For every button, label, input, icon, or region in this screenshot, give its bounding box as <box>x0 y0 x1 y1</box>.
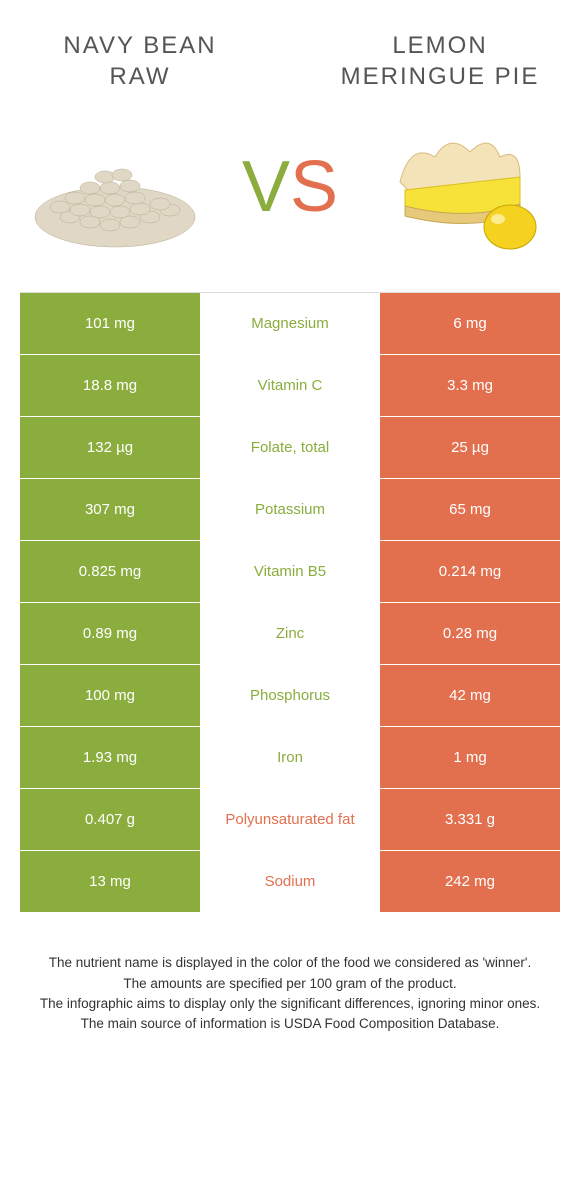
vs-label: V S <box>242 146 338 228</box>
comparison-table: 101 mgMagnesium6 mg18.8 mgVitamin C3.3 m… <box>20 292 560 913</box>
nutrient-name-cell: Magnesium <box>200 293 380 354</box>
right-value-cell: 3.3 mg <box>380 355 560 416</box>
table-row: 100 mgPhosphorus42 mg <box>20 665 560 727</box>
nutrient-name-cell: Sodium <box>200 851 380 912</box>
left-value-cell: 1.93 mg <box>20 727 200 788</box>
right-value-cell: 3.331 g <box>380 789 560 850</box>
table-row: 132 µgFolate, total25 µg <box>20 417 560 479</box>
right-food-title: LEMON MERINGUE PIE <box>340 30 540 92</box>
right-food-image <box>380 112 550 262</box>
nutrient-name-cell: Polyunsaturated fat <box>200 789 380 850</box>
footnotes: The nutrient name is displayed in the co… <box>0 913 580 1064</box>
left-value-cell: 132 µg <box>20 417 200 478</box>
footnote-line: The infographic aims to display only the… <box>30 994 550 1014</box>
right-value-cell: 242 mg <box>380 851 560 912</box>
vs-s-letter: S <box>290 146 338 228</box>
table-row: 13 mgSodium242 mg <box>20 851 560 913</box>
right-value-cell: 1 mg <box>380 727 560 788</box>
nutrient-name-cell: Folate, total <box>200 417 380 478</box>
left-value-cell: 13 mg <box>20 851 200 912</box>
footnote-line: The main source of information is USDA F… <box>30 1014 550 1034</box>
right-value-cell: 6 mg <box>380 293 560 354</box>
table-row: 0.825 mgVitamin B50.214 mg <box>20 541 560 603</box>
left-food-image <box>30 112 200 262</box>
left-value-cell: 100 mg <box>20 665 200 726</box>
vs-row: V S <box>0 102 580 292</box>
footnote-line: The nutrient name is displayed in the co… <box>30 953 550 973</box>
right-value-cell: 25 µg <box>380 417 560 478</box>
table-row: 1.93 mgIron1 mg <box>20 727 560 789</box>
table-row: 0.407 gPolyunsaturated fat3.331 g <box>20 789 560 851</box>
header: NAVY BEAN RAW LEMON MERINGUE PIE <box>0 0 580 102</box>
right-value-cell: 0.214 mg <box>380 541 560 602</box>
left-food-title: NAVY BEAN RAW <box>40 30 240 92</box>
table-row: 307 mgPotassium65 mg <box>20 479 560 541</box>
vs-v-letter: V <box>242 146 290 228</box>
right-value-cell: 0.28 mg <box>380 603 560 664</box>
nutrient-name-cell: Phosphorus <box>200 665 380 726</box>
footnote-line: The amounts are specified per 100 gram o… <box>30 974 550 994</box>
left-value-cell: 18.8 mg <box>20 355 200 416</box>
nutrient-name-cell: Vitamin C <box>200 355 380 416</box>
left-value-cell: 307 mg <box>20 479 200 540</box>
left-value-cell: 0.89 mg <box>20 603 200 664</box>
nutrient-name-cell: Iron <box>200 727 380 788</box>
left-value-cell: 101 mg <box>20 293 200 354</box>
right-value-cell: 42 mg <box>380 665 560 726</box>
nutrient-name-cell: Potassium <box>200 479 380 540</box>
table-row: 101 mgMagnesium6 mg <box>20 293 560 355</box>
right-value-cell: 65 mg <box>380 479 560 540</box>
nutrient-name-cell: Zinc <box>200 603 380 664</box>
nutrient-name-cell: Vitamin B5 <box>200 541 380 602</box>
table-row: 18.8 mgVitamin C3.3 mg <box>20 355 560 417</box>
table-row: 0.89 mgZinc0.28 mg <box>20 603 560 665</box>
left-value-cell: 0.407 g <box>20 789 200 850</box>
left-value-cell: 0.825 mg <box>20 541 200 602</box>
